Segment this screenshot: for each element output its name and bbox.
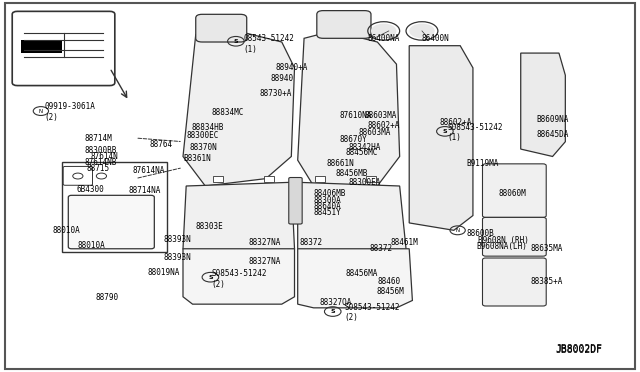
Text: 09919-3061A
(2): 09919-3061A (2) [45, 102, 95, 122]
Text: 6B4300: 6B4300 [77, 185, 104, 194]
Text: 88342HA: 88342HA [349, 143, 381, 152]
Text: 88640A: 88640A [314, 202, 341, 211]
Text: B8361N: B8361N [183, 154, 211, 163]
Text: 88603MA: 88603MA [365, 111, 397, 121]
Text: 88635MA: 88635MA [531, 244, 563, 253]
Bar [264, 176, 274, 182]
Text: N: N [456, 228, 460, 233]
Text: 88461M: 88461M [390, 238, 418, 247]
Text: 88714M: 88714M [84, 134, 112, 143]
Text: S08543-51242
(2): S08543-51242 (2) [212, 269, 267, 289]
Text: 88300EC: 88300EC [186, 131, 218, 140]
Text: 88834HB: 88834HB [191, 123, 223, 132]
Text: 88456MA: 88456MA [346, 269, 378, 278]
Text: 87614N: 87614N [91, 152, 118, 161]
Text: 88940+A: 88940+A [275, 63, 308, 72]
Text: 88456MC: 88456MC [346, 148, 378, 157]
Text: 87614NA: 87614NA [132, 166, 164, 174]
Text: 88327NA: 88327NA [248, 238, 281, 247]
Text: 88370N: 88370N [189, 143, 217, 152]
FancyBboxPatch shape [62, 162, 167, 253]
Text: S08543-51242
(2): S08543-51242 (2) [344, 302, 400, 322]
Text: 88385+A: 88385+A [531, 278, 563, 286]
Bar [20, 40, 62, 52]
Text: 88460: 88460 [378, 278, 401, 286]
Polygon shape [183, 182, 294, 267]
Text: 88327NA: 88327NA [248, 257, 281, 266]
Text: 88456MB: 88456MB [336, 169, 368, 177]
FancyBboxPatch shape [317, 11, 371, 38]
Text: 88834MC: 88834MC [212, 108, 244, 117]
Text: 88406MB: 88406MB [314, 189, 346, 198]
Polygon shape [521, 53, 565, 157]
Text: 88060M: 88060M [499, 189, 526, 198]
Polygon shape [298, 31, 399, 186]
Text: B9608N (RH): B9608N (RH) [478, 236, 529, 245]
Polygon shape [298, 249, 412, 308]
Text: 88790: 88790 [96, 293, 119, 302]
Polygon shape [183, 249, 294, 304]
FancyBboxPatch shape [196, 14, 246, 42]
FancyBboxPatch shape [12, 12, 115, 86]
Text: S: S [234, 39, 238, 44]
Text: 88393N: 88393N [164, 235, 191, 244]
Text: 88451Y: 88451Y [314, 208, 341, 217]
Polygon shape [183, 31, 294, 186]
Text: 88714NA: 88714NA [129, 186, 161, 195]
FancyBboxPatch shape [63, 166, 93, 185]
Text: JB8002DF: JB8002DF [556, 344, 603, 354]
Text: 88327QA: 88327QA [320, 298, 353, 307]
Polygon shape [298, 182, 406, 271]
Text: 88670Y: 88670Y [339, 135, 367, 144]
Text: S: S [330, 309, 335, 314]
Text: 88372: 88372 [370, 244, 393, 253]
Circle shape [409, 23, 435, 38]
Text: 88372: 88372 [300, 238, 323, 247]
FancyBboxPatch shape [483, 217, 546, 256]
Text: 88730+A: 88730+A [259, 89, 292, 98]
FancyBboxPatch shape [289, 177, 302, 224]
Bar [315, 176, 325, 182]
Text: 88764: 88764 [149, 140, 172, 149]
FancyBboxPatch shape [483, 164, 546, 217]
Text: 88303E: 88303E [196, 222, 223, 231]
Text: N: N [39, 109, 43, 113]
Text: 86400N: 86400N [422, 34, 450, 43]
Text: 88661N: 88661N [326, 159, 354, 169]
Polygon shape [409, 46, 473, 230]
Text: S: S [443, 129, 447, 134]
Text: 88019NA: 88019NA [148, 268, 180, 277]
Text: B9608NA(LH): B9608NA(LH) [476, 243, 527, 251]
Text: 86400NA: 86400NA [368, 34, 400, 43]
Text: 88940: 88940 [270, 74, 293, 83]
Text: 88602+A: 88602+A [368, 121, 400, 129]
Text: 88456M: 88456M [376, 287, 404, 296]
Text: 88010A: 88010A [52, 226, 80, 235]
Text: 88300BB: 88300BB [84, 146, 116, 155]
Text: 88300A: 88300A [314, 196, 341, 205]
Text: B9119MA: B9119MA [467, 159, 499, 169]
Text: 88010A: 88010A [78, 241, 106, 250]
Text: 87610NA: 87610NA [339, 111, 371, 121]
Text: 88602+A: 88602+A [440, 118, 472, 127]
FancyBboxPatch shape [483, 258, 546, 306]
Text: S08543-51242
(1): S08543-51242 (1) [447, 123, 503, 142]
Text: 08543-51242
(1): 08543-51242 (1) [244, 34, 294, 54]
Text: 88600B: 88600B [467, 230, 494, 238]
Text: 88645DA: 88645DA [537, 130, 569, 139]
Text: JB8002DF: JB8002DF [556, 345, 603, 355]
Text: 88715: 88715 [86, 164, 109, 173]
Text: 88300EA: 88300EA [349, 178, 381, 187]
Bar [366, 176, 376, 182]
Text: 87614NB: 87614NB [84, 158, 116, 167]
Text: S: S [208, 275, 212, 280]
Text: B8609NA: B8609NA [537, 115, 569, 124]
Circle shape [371, 23, 396, 38]
Bar [213, 176, 223, 182]
Text: 88603MA: 88603MA [358, 128, 390, 137]
FancyBboxPatch shape [68, 195, 154, 249]
Text: 88393N: 88393N [164, 253, 191, 263]
